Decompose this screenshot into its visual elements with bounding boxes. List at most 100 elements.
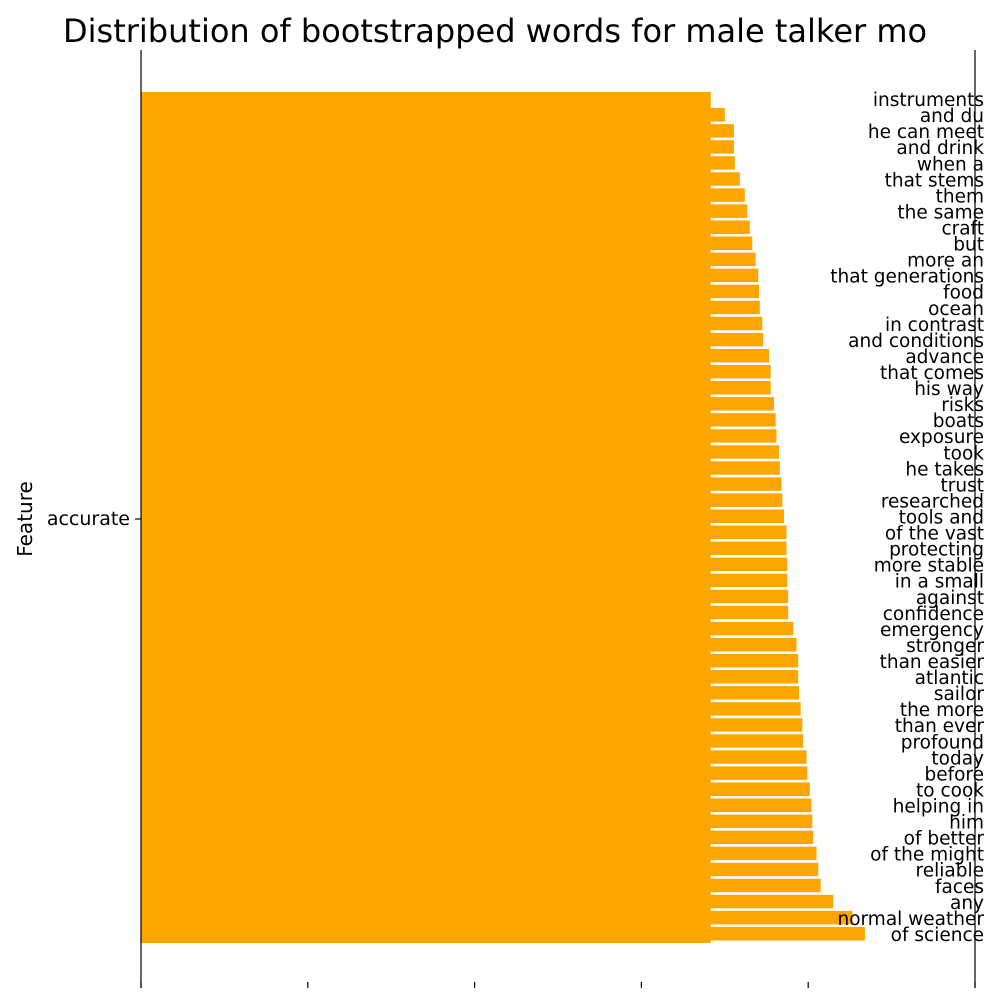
word-label: than easier xyxy=(880,652,985,673)
word-label: reliable xyxy=(916,861,984,882)
bar-separator xyxy=(710,185,742,189)
word-label: of the vast xyxy=(885,524,984,545)
word-label: faces xyxy=(935,877,984,898)
word-label: the more xyxy=(900,700,984,721)
word-label: advance xyxy=(905,347,984,368)
word-label: exposure xyxy=(899,427,984,448)
word-label: protecting xyxy=(889,540,984,561)
bar-separator xyxy=(710,795,812,799)
bar-separator xyxy=(710,201,747,205)
word-label: he can meet xyxy=(868,122,984,143)
bar-separator xyxy=(710,940,867,943)
word-label: took xyxy=(943,443,984,464)
word-label: when a xyxy=(917,154,984,175)
bar-separator xyxy=(710,715,803,719)
bar-separator xyxy=(710,812,814,815)
bar-separator xyxy=(710,587,790,590)
word-label: he takes xyxy=(905,459,984,480)
bar-separator xyxy=(710,314,762,317)
bar-separator xyxy=(710,442,779,446)
bar-separator xyxy=(710,105,713,109)
bar-separator xyxy=(710,217,750,221)
word-label: emergency xyxy=(880,620,984,641)
bar-separator xyxy=(710,250,755,253)
word-label: that stems xyxy=(885,170,984,191)
word-label: risks xyxy=(941,395,984,416)
word-label: to cook xyxy=(916,780,984,801)
bar-separator xyxy=(710,474,782,478)
word-label: atlantic xyxy=(915,668,984,689)
bar-separator xyxy=(710,651,799,654)
word-label: that generations xyxy=(830,267,984,288)
word-label: and drink xyxy=(896,138,984,159)
bar-separator xyxy=(710,362,772,365)
word-label: profound xyxy=(901,732,984,753)
word-label: boats xyxy=(933,411,984,432)
bar-separator xyxy=(710,169,737,173)
bar-separator xyxy=(710,699,802,703)
bar-separator xyxy=(710,523,787,526)
bar-separator xyxy=(710,282,761,285)
word-label: sailor xyxy=(934,684,985,705)
bar-separator xyxy=(710,876,821,879)
bar-separator xyxy=(710,571,790,574)
word-label: craft xyxy=(941,218,984,239)
bar-separator xyxy=(710,924,855,927)
bar-separator xyxy=(710,747,806,751)
word-label: in contrast xyxy=(885,315,984,336)
word-label: researched xyxy=(881,491,984,512)
bar-separator xyxy=(710,908,836,911)
bar-separator xyxy=(710,860,819,863)
bar-separator xyxy=(710,635,796,638)
word-label: against xyxy=(916,588,984,609)
y-axis-label: Feature xyxy=(13,481,37,557)
word-label: confidence xyxy=(883,604,984,625)
bar-separator xyxy=(710,121,727,125)
bar-separator xyxy=(710,506,785,510)
bar-separator xyxy=(710,892,823,895)
bar-accurate-body xyxy=(141,92,711,943)
bar-separator xyxy=(710,683,801,687)
y-tick-label: accurate xyxy=(47,508,130,530)
word-label: today xyxy=(931,748,984,769)
word-label: trust xyxy=(941,475,984,496)
word-label: that comes xyxy=(880,363,984,384)
word-label: and du xyxy=(920,106,984,127)
word-label: food xyxy=(943,283,984,304)
bar-separator xyxy=(710,539,789,542)
bar-separator xyxy=(710,330,765,333)
bar-separator xyxy=(710,844,816,847)
chart-title: Distribution of bootstrapped words for m… xyxy=(63,12,927,50)
word-label: in a small xyxy=(895,572,984,593)
word-label: helping in xyxy=(893,797,984,818)
bar-separator xyxy=(710,779,810,783)
bar-separator xyxy=(710,346,766,349)
bar-separator xyxy=(710,619,791,622)
bar-separator xyxy=(710,667,801,671)
word-label: them xyxy=(936,186,984,207)
bar-separator xyxy=(710,458,782,462)
word-label: more an xyxy=(907,251,984,272)
bar-separator xyxy=(710,137,736,141)
bar-separator xyxy=(710,828,815,831)
word-label: than ever xyxy=(895,716,985,737)
word-label: tools and xyxy=(899,508,984,529)
bar-separator xyxy=(710,378,773,382)
word-label: more stable xyxy=(874,556,984,577)
bar-separator xyxy=(710,394,773,398)
word-label: his way xyxy=(914,379,984,400)
bar-separator xyxy=(710,234,752,237)
bar-separator xyxy=(710,555,789,558)
bar-separator xyxy=(710,426,778,430)
bar-separator xyxy=(710,298,761,301)
word-label: stronger xyxy=(906,636,984,657)
bar-separator xyxy=(710,603,791,606)
bar-separator xyxy=(710,266,758,269)
bar-separator xyxy=(710,410,777,414)
bar-separator xyxy=(710,153,736,157)
word-label: normal weather xyxy=(837,909,984,930)
bar-separator xyxy=(710,763,809,767)
word-label: and conditions xyxy=(848,331,984,352)
